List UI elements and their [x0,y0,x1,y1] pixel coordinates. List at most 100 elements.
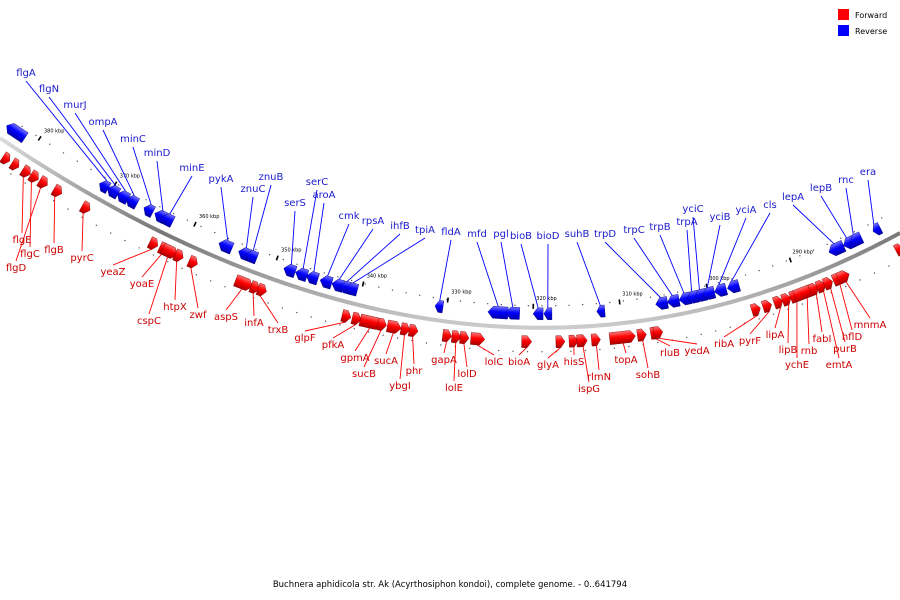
gene-arrow-glpf [340,309,352,323]
leader-line-glpf [304,321,346,332]
gene-label-yeda: yedA [684,346,709,357]
ruler-dot [210,280,212,282]
ruler-dot [636,298,638,300]
ruler-dot [364,283,366,285]
gene-arrow-pyrc [78,200,91,214]
leader-line-rlmn [596,345,600,371]
leader-line-asps [225,288,243,311]
ruler-dot [704,285,706,287]
ruler-dot [117,184,120,186]
ruler-dot [323,272,325,274]
kbp-tick [37,135,42,141]
gene-label-lold: lolD [457,369,477,380]
gene-label-rpsa: rpsA [362,216,385,227]
gene-arrow-pfka [350,311,362,326]
ruler-dot [405,292,407,294]
ruler-dot [812,249,815,251]
leader-line-pyrc [81,213,84,252]
gene-label-ispg: ispG [578,384,600,395]
ruler-dot [715,330,717,332]
gene-label-mnma: mnmA [854,320,887,331]
leader-line-lole [453,342,457,382]
gene-arrow-bioa [521,335,532,348]
gene-label-yche: ychE [785,360,809,371]
leader-line-pgl [500,241,514,308]
gene-label-flgc: flgC [20,249,40,260]
gene-arrow-lipb [780,293,792,307]
leader-line-znuc [245,196,254,248]
leader-line-flgn [48,96,117,186]
leader-line-trpc [633,237,673,296]
leader-line-lipb [787,304,790,344]
ruler-dot [21,125,23,128]
gene-label-hfld: hflD [842,332,863,343]
kbp-tick-label: 330 kbp [451,290,471,296]
leader-line-purb [830,288,846,343]
ruler-dot [649,296,652,298]
ruler-dot [110,232,112,234]
gene-label-gpma: gpmA [340,353,369,364]
ruler-dot [609,301,611,304]
gene-label-biob: bioB [510,231,532,242]
ruler-dot [159,206,161,208]
gene-label-sucb: sucB [352,369,376,380]
legend-reverse-swatch [838,25,849,36]
ruler-dot [595,303,597,305]
gene-arrow-lolc [470,332,486,346]
ruler-dot [686,336,688,338]
leader-line-murj [74,112,126,192]
gene-label-flgd: flgD [6,263,27,274]
leader-line-sucb [363,330,382,368]
gene-arrow-flgc [27,169,39,183]
ruler-dot [622,300,625,302]
legend-forward-swatch [838,9,849,20]
gene-arrow-znub [245,250,260,265]
leader-line-lepb [820,195,847,239]
ruler-dot [570,350,572,352]
gene-arrow-trpc [667,294,681,308]
ruler-dot [49,143,51,145]
gene-label-biod: bioD [537,231,560,242]
ruler-dot [758,318,760,320]
gene-label-rlub: rluB [660,348,680,359]
gene-label-minc: minC [120,134,146,145]
genome-backbone [0,136,900,330]
ruler-dot [657,341,659,344]
gene-arrow-lole [451,330,462,344]
ruler-dot [873,272,876,274]
leader-line-infa [252,293,255,317]
ruler-dot [772,265,774,267]
gene-arrow-biob [532,307,544,321]
gene-label-rlmn: rlmN [587,372,611,383]
leader-line-trpb [659,234,685,294]
gene-label-suca: sucA [374,356,398,367]
gene-label-trpb: trpB [649,222,670,233]
leader-line-lepa [792,204,835,244]
leader-line-bioa [518,347,527,356]
ruler-dot [67,208,69,210]
ruler-dot [676,291,679,293]
ruler-dot [425,342,428,344]
gene-label-pyka: pykA [209,174,234,185]
gene-label-mind: minD [144,148,171,159]
leader-line-ycic [692,216,700,290]
ruler-dot [853,231,856,233]
ruler-dot [419,294,421,296]
gene-label-rnc: rnc [838,175,854,186]
ruler-dot [81,216,83,218]
ruler-dot [867,224,869,226]
ruler-dot [214,231,216,234]
kbp-tick-label: 290 kbp [793,250,813,256]
gene-arrow-unlabeled-1 [8,157,20,171]
leader-line-ompa [102,129,135,197]
gene-arrow-mine [161,213,176,228]
gene-label-gapa: gapA [431,355,457,366]
ruler-dot [296,263,298,265]
gene-label-emta: emtA [826,360,853,371]
gene-label-mine: minE [179,163,204,174]
ruler-dot [700,333,702,335]
gene-arrow-yeaz [146,236,159,250]
kbp-tick-label: 350 kbp [281,248,301,254]
gene-label-znub: znuB [259,172,284,183]
leader-line-pyka [220,186,229,241]
